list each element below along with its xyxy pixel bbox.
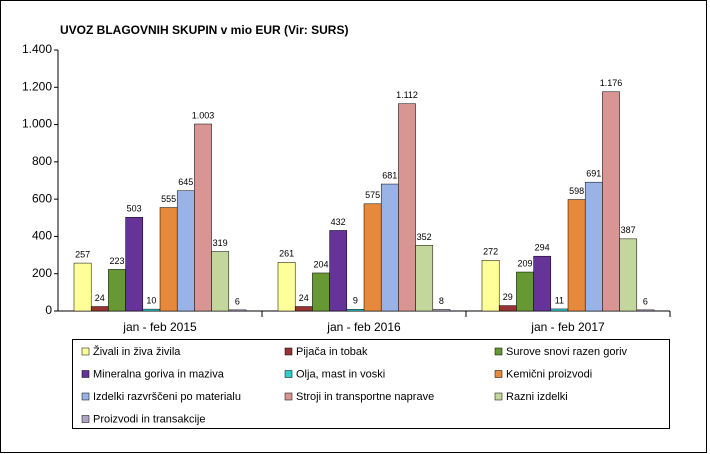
bar: [125, 216, 144, 312]
bar: [636, 309, 655, 312]
bar: [312, 272, 330, 312]
y-tick-label: 800: [32, 154, 52, 168]
value-label: 261: [279, 249, 294, 259]
legend-label: Izdelki razvrščeni po materialu: [93, 391, 241, 403]
value-label: 319: [213, 238, 228, 248]
value-label: 6: [643, 296, 648, 306]
y-tick-label: 1.200: [22, 79, 52, 93]
bar: [602, 91, 620, 312]
legend-label: Surove snovi razen goriv: [506, 346, 628, 358]
value-label: 10: [146, 296, 156, 306]
chart-title: UVOZ BLAGOVNIH SKUPIN v mio EUR (Vir: SU…: [60, 23, 348, 37]
y-tick-label: 200: [32, 266, 52, 280]
bar: [415, 245, 434, 312]
bar: [142, 308, 161, 312]
value-label: 503: [127, 204, 142, 214]
value-label: 204: [313, 259, 328, 269]
bar: [277, 262, 296, 312]
bar: [498, 305, 517, 312]
value-label: 257: [75, 249, 90, 259]
legend-swatch: [284, 370, 293, 378]
legend: [72, 339, 670, 429]
bar: [567, 199, 586, 312]
legend-label: Živali in živa živila: [93, 345, 181, 358]
value-label: 24: [299, 293, 309, 303]
bar: [211, 251, 230, 312]
legend-label: Razni izdelki: [506, 391, 568, 403]
value-label: 1.176: [600, 78, 623, 88]
legend-swatch: [494, 347, 503, 356]
bar: [584, 181, 603, 312]
bar: [550, 308, 569, 312]
value-label: 598: [569, 186, 584, 196]
bar: [432, 309, 451, 312]
value-label: 29: [503, 292, 513, 302]
legend-label: Kemični proizvodi: [506, 368, 592, 380]
legend-label: Mineralna goriva in maziva: [93, 368, 225, 380]
bar: [363, 203, 382, 312]
legend-swatch: [81, 370, 90, 378]
value-label: 387: [621, 225, 636, 235]
legend-swatch: [81, 415, 90, 423]
value-label: 209: [517, 258, 532, 268]
bar: [294, 306, 313, 312]
y-tick-label: 0: [45, 303, 52, 317]
legend-swatch: [81, 392, 90, 401]
value-label: 8: [439, 296, 444, 306]
value-label: 352: [417, 232, 432, 242]
value-label: 9: [353, 296, 358, 306]
value-label: 1.003: [192, 110, 215, 120]
legend-swatch: [284, 347, 293, 356]
value-label: 645: [178, 177, 193, 187]
bar: [159, 207, 178, 312]
legend-swatch: [81, 347, 90, 356]
value-label: 432: [331, 217, 346, 227]
value-label: 555: [161, 194, 176, 204]
bar: [108, 269, 126, 312]
legend-swatch: [494, 392, 503, 401]
y-tick-label: 1.400: [22, 42, 52, 56]
bar: [398, 103, 416, 312]
bar: [346, 309, 365, 312]
legend-label: Stroji in transportne naprave: [296, 391, 434, 403]
value-label: 681: [382, 170, 397, 180]
value-label: 11: [555, 295, 564, 305]
value-label: 691: [586, 169, 601, 179]
bar: [176, 190, 195, 312]
value-label: 6: [235, 296, 240, 306]
value-label: 272: [483, 247, 498, 257]
bar: [194, 123, 212, 312]
value-label: 223: [109, 256, 124, 266]
value-label: 575: [365, 190, 380, 200]
legend-swatch: [494, 370, 503, 378]
y-tick-label: 1.000: [22, 117, 52, 131]
x-tick-label: jan - feb 2017: [530, 320, 605, 334]
bar: [73, 262, 92, 312]
value-label: 24: [95, 293, 105, 303]
legend-label: Olja, mast in voski: [296, 368, 385, 380]
bar: [533, 255, 552, 312]
value-label: 294: [535, 243, 550, 253]
y-tick-label: 600: [32, 191, 52, 205]
bar: [329, 230, 348, 312]
legend-label: Pijača in tobak: [296, 346, 368, 358]
x-tick-label: jan - feb 2015: [122, 320, 197, 334]
bar: [619, 238, 638, 312]
bar: [516, 271, 534, 312]
bar: [481, 260, 500, 312]
legend-label: Proizvodi in transakcije: [93, 413, 206, 425]
bar: [380, 183, 399, 312]
value-label: 1.112: [396, 90, 418, 100]
y-tick-label: 400: [32, 229, 52, 243]
x-tick-label: jan - feb 2016: [326, 320, 401, 334]
legend-swatch: [284, 392, 293, 401]
bar: [228, 309, 247, 312]
bar: [90, 306, 109, 312]
